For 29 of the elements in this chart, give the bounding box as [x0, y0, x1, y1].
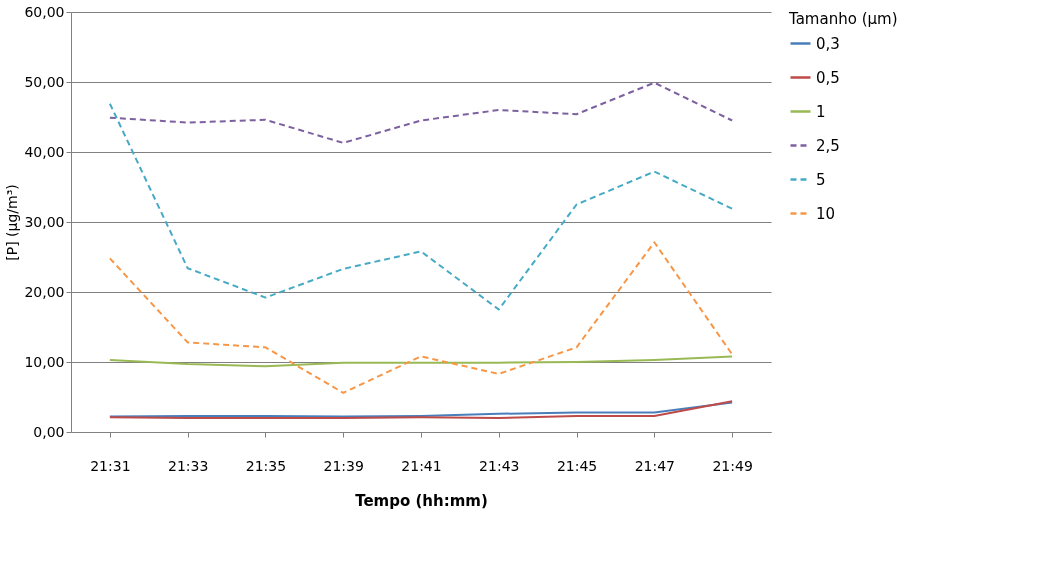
x-tick-label: 21:45	[556, 457, 598, 474]
legend-label: 0,5	[816, 68, 840, 87]
y-tick-label: 50,00	[24, 73, 65, 90]
x-tick-label: 21:43	[479, 457, 520, 474]
x-axis-title: Tempo (hh:mm)	[355, 491, 488, 510]
line-series	[108, 355, 734, 368]
y-tick-label: 40,00	[24, 143, 65, 160]
y-axis-title: [P] (µg/m³)	[4, 184, 21, 261]
line-series	[108, 102, 734, 311]
line-series	[108, 241, 734, 394]
y-tick-label: 20,00	[24, 283, 65, 300]
x-tick-label: 21:33	[167, 457, 209, 474]
legend-label: 10	[816, 204, 836, 223]
legend-label: 1	[816, 102, 826, 121]
x-tick-label: 21:49	[712, 457, 753, 474]
y-tick-label: 30,00	[24, 213, 65, 230]
x-tick-label: 21:39	[323, 457, 364, 474]
x-tick-label: 21:41	[401, 457, 442, 474]
x-tick-label: 21:47	[634, 457, 676, 474]
x-tick-label: 21:31	[90, 457, 131, 474]
legend-title: Tamanho (µm)	[788, 10, 898, 28]
y-tick-label: 10,00	[24, 353, 65, 370]
y-tick-label: 0,00	[33, 423, 65, 440]
y-tick-label: 60,00	[24, 3, 65, 20]
legend-label: 0,3	[816, 34, 840, 53]
x-tick-label: 21:35	[245, 457, 287, 474]
legend-label: 5	[816, 170, 826, 189]
legend-label: 2,5	[816, 136, 840, 155]
line-series	[108, 81, 734, 144]
